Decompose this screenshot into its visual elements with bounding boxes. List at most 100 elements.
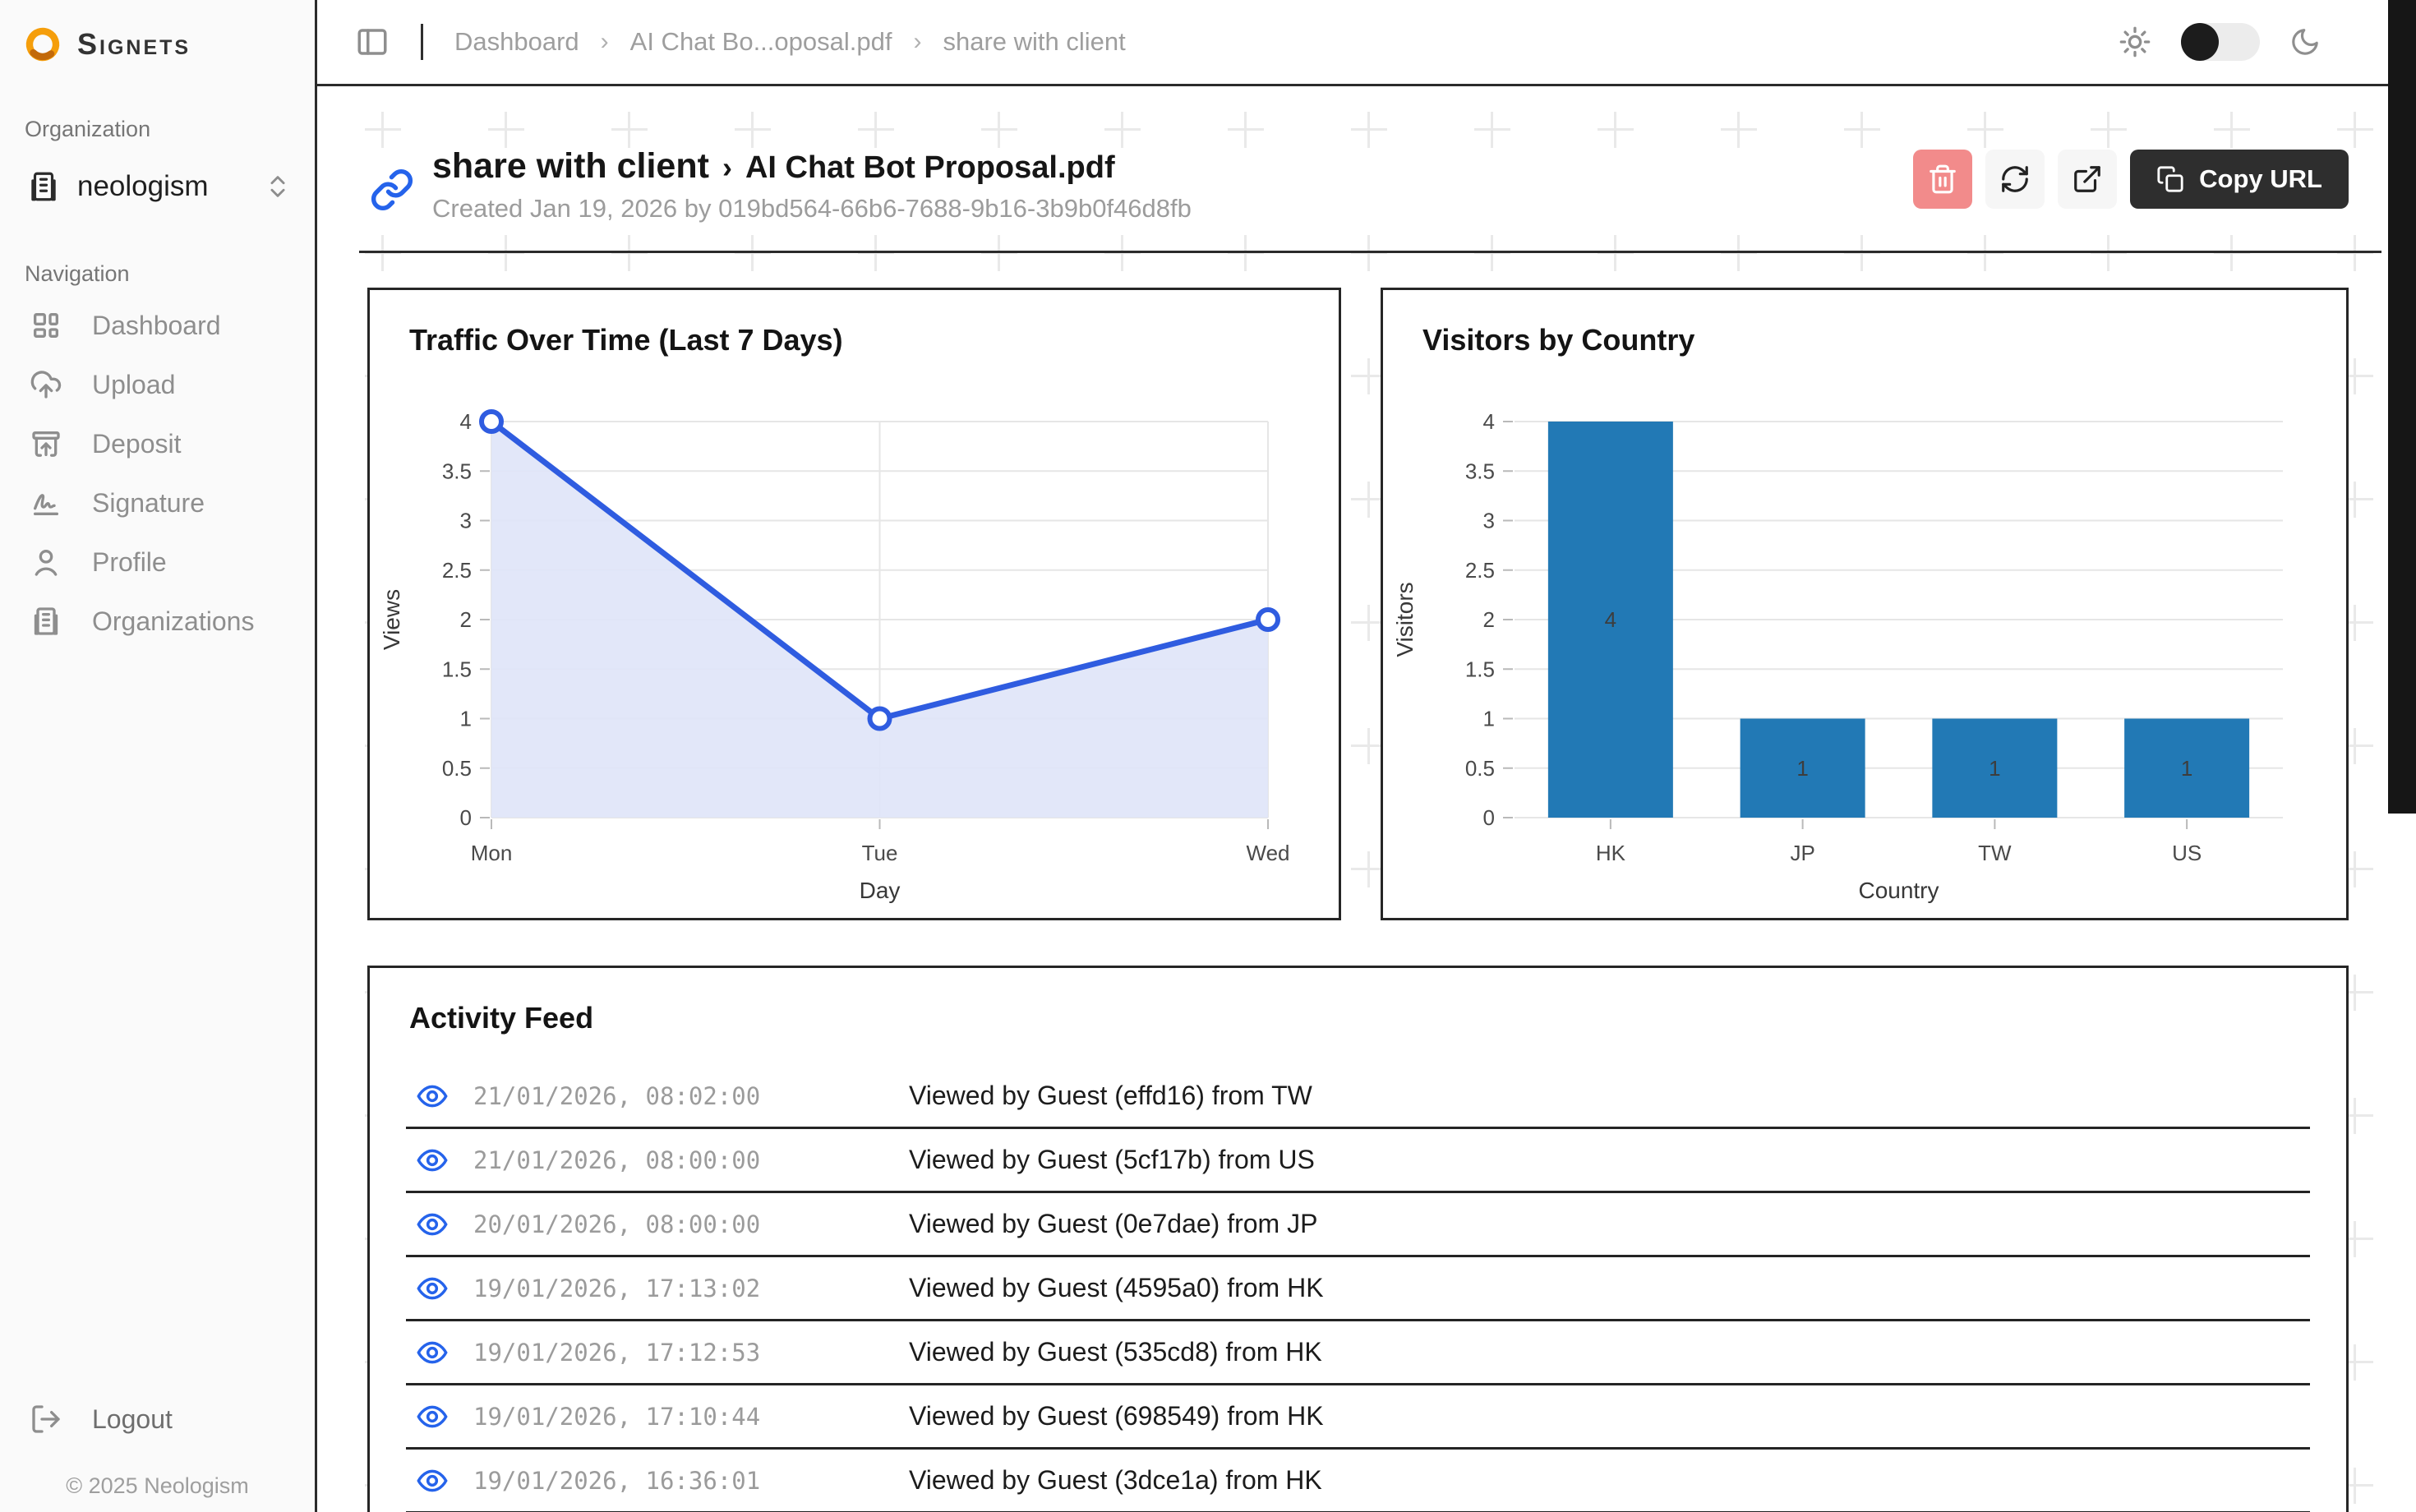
svg-text:Views: Views — [379, 589, 404, 650]
copy-url-label: Copy URL — [2199, 164, 2322, 193]
svg-text:1: 1 — [1483, 707, 1495, 731]
traffic-chart-title: Traffic Over Time (Last 7 Days) — [409, 323, 843, 357]
svg-text:Mon: Mon — [471, 841, 513, 865]
activity-timestamp: 19/01/2026, 17:10:44 — [473, 1402, 761, 1431]
page-title: share with client — [432, 146, 709, 186]
header-actions: Copy URL — [1913, 150, 2349, 209]
svg-text:2.5: 2.5 — [1465, 558, 1495, 583]
vertical-scrollbar-thumb[interactable] — [2388, 0, 2416, 814]
svg-text:2.5: 2.5 — [442, 558, 472, 583]
logout-button[interactable]: Logout — [0, 1390, 315, 1449]
page-header: share with client › AI Chat Bot Proposal… — [370, 146, 2349, 250]
eye-icon — [416, 1336, 449, 1369]
activity-timestamp: 19/01/2026, 17:13:02 — [473, 1274, 761, 1302]
activity-timestamp: 21/01/2026, 08:02:00 — [473, 1081, 761, 1110]
svg-text:Wed: Wed — [1247, 841, 1290, 865]
sidebar-toggle-icon[interactable] — [355, 25, 390, 59]
sidebar-navigation: Dashboard Upload Deposit — [0, 296, 315, 651]
breadcrumb-current-page: share with client — [943, 27, 1126, 56]
eye-icon — [416, 1208, 449, 1241]
sidebar-item-label: Profile — [92, 546, 167, 577]
dashboard-grid-icon — [30, 309, 62, 342]
copy-icon — [2156, 165, 2184, 193]
share-link-icon — [370, 168, 414, 212]
activity-row: 21/01/2026, 08:00:00 Viewed by Guest (5c… — [406, 1129, 2310, 1193]
sidebar-item-deposit[interactable]: Deposit — [0, 414, 315, 473]
svg-text:4: 4 — [460, 409, 472, 434]
svg-text:1: 1 — [2181, 756, 2192, 781]
activity-row: 19/01/2026, 17:10:44 Viewed by Guest (69… — [406, 1385, 2310, 1450]
building-icon — [26, 169, 61, 204]
svg-text:Visitors: Visitors — [1392, 582, 1418, 657]
theme-controls — [2119, 23, 2321, 61]
visitors-chart-title: Visitors by Country — [1422, 323, 1695, 357]
building-icon — [30, 605, 62, 638]
activity-description: Viewed by Guest (0e7dae) from JP — [909, 1209, 1318, 1238]
sidebar-item-label: Dashboard — [92, 310, 221, 340]
organization-selector[interactable]: neologism — [15, 158, 303, 215]
breadcrumb-separator: › — [600, 28, 609, 55]
main-content: share with client › AI Chat Bot Proposal… — [317, 89, 2416, 1512]
cloud-upload-icon — [30, 368, 62, 401]
activity-timestamp: 20/01/2026, 08:00:00 — [473, 1210, 761, 1238]
header-divider — [359, 251, 2381, 253]
breadcrumb-dashboard[interactable]: Dashboard — [454, 27, 579, 56]
svg-text:Day: Day — [860, 878, 901, 903]
refresh-button[interactable] — [1985, 150, 2045, 209]
moon-icon — [2289, 26, 2321, 58]
activity-row: 21/01/2026, 08:02:00 Viewed by Guest (ef… — [406, 1065, 2310, 1129]
trash-icon — [1927, 164, 1958, 195]
delete-button[interactable] — [1913, 150, 1973, 209]
activity-description: Viewed by Guest (effd16) from TW — [909, 1081, 1312, 1110]
activity-description: Viewed by Guest (698549) from HK — [909, 1401, 1324, 1431]
activity-description: Viewed by Guest (535cd8) from HK — [909, 1337, 1322, 1367]
theme-toggle-knob — [2181, 23, 2219, 61]
sidebar-item-dashboard[interactable]: Dashboard — [0, 296, 315, 355]
sidebar-item-label: Upload — [92, 369, 176, 399]
breadcrumb-document[interactable]: AI Chat Bo...oposal.pdf — [629, 27, 892, 56]
traffic-line-chart: 0 0.5 1 1.5 2 2.5 3 3.5 4 Mon Tue Wed Day Views — [379, 409, 1290, 903]
svg-text:3: 3 — [1483, 509, 1495, 533]
svg-text:HK: HK — [1596, 841, 1626, 865]
theme-toggle-switch[interactable] — [2181, 23, 2260, 61]
eye-icon — [416, 1464, 449, 1497]
svg-text:JP: JP — [1790, 841, 1814, 865]
brand-ring-icon — [23, 25, 62, 64]
visitors-by-country-card: Visitors by Country 0 0.5 1 1.5 2 2.5 3 3.5 4 HK 4… — [1381, 288, 2349, 920]
eye-icon — [416, 1080, 449, 1113]
svg-text:3: 3 — [460, 509, 472, 533]
traffic-over-time-card: Traffic Over Time (Last 7 Days) 0 0.5 1 1.5… — [367, 288, 1341, 920]
svg-text:1.5: 1.5 — [1465, 657, 1495, 681]
svg-text:4: 4 — [1483, 409, 1495, 434]
svg-text:TW: TW — [1978, 841, 2012, 865]
activity-feed-title: Activity Feed — [409, 1001, 594, 1035]
svg-text:2: 2 — [1483, 607, 1495, 632]
svg-text:Tue: Tue — [862, 841, 898, 865]
activity-timestamp: 21/01/2026, 08:00:00 — [473, 1146, 761, 1174]
copy-url-button[interactable]: Copy URL — [2130, 150, 2349, 209]
svg-text:1: 1 — [1796, 756, 1808, 781]
svg-text:1: 1 — [1989, 756, 2000, 781]
sidebar-item-profile[interactable]: Profile — [0, 532, 315, 592]
sidebar-item-signature[interactable]: Signature — [0, 473, 315, 532]
topbar-divider — [421, 24, 423, 60]
sun-icon — [2119, 25, 2151, 58]
open-external-button[interactable] — [2058, 150, 2118, 209]
breadcrumb: Dashboard › AI Chat Bo...oposal.pdf › sh… — [454, 27, 1126, 57]
eye-icon — [416, 1400, 449, 1433]
svg-text:0: 0 — [460, 805, 472, 830]
sidebar-item-upload[interactable]: Upload — [0, 355, 315, 414]
activity-description: Viewed by Guest (5cf17b) from US — [909, 1145, 1315, 1174]
activity-description: Viewed by Guest (3dce1a) from HK — [909, 1465, 1322, 1495]
sidebar-item-organizations[interactable]: Organizations — [0, 592, 315, 651]
navigation-section-label: Navigation — [25, 261, 130, 286]
organization-section-label: Organization — [25, 117, 151, 141]
external-link-icon — [2072, 164, 2103, 195]
svg-text:3.5: 3.5 — [442, 459, 472, 483]
sidebar-item-label: Signature — [92, 487, 205, 518]
activity-timestamp: 19/01/2026, 17:12:53 — [473, 1338, 761, 1367]
eye-icon — [416, 1144, 449, 1177]
brand-logo: Signets — [23, 25, 191, 64]
activity-row: 19/01/2026, 17:12:53 Viewed by Guest (53… — [406, 1321, 2310, 1385]
activity-timestamp: 19/01/2026, 16:36:01 — [473, 1466, 761, 1495]
